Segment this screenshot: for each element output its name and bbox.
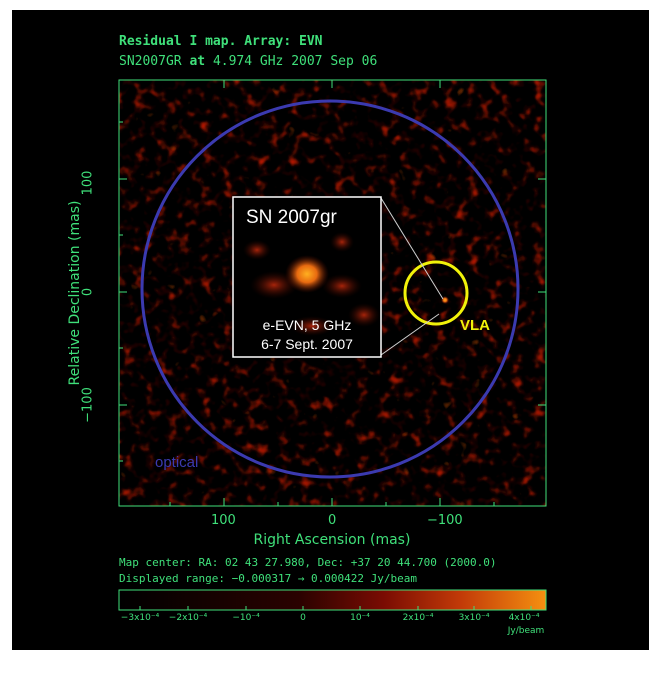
colorbar-tick-label: −2x10⁻⁴ bbox=[168, 613, 208, 623]
inset-source bbox=[285, 255, 329, 293]
inset-caption-line-1: e-EVN, 5 GHz bbox=[262, 317, 352, 333]
colorbar-tick-label: 4x10⁻⁴ bbox=[508, 613, 540, 623]
zoom-connector-bottom bbox=[380, 313, 440, 356]
y-axis-label: Relative Declination (mas) bbox=[67, 200, 83, 386]
map-center-text: Map center: RA: 02 43 27.980, Dec: +37 2… bbox=[119, 556, 497, 569]
x-tick-label: 0 bbox=[328, 513, 337, 528]
title-line-2: SN2007GR at 4.974 GHz 2007 Sep 06 bbox=[119, 54, 377, 69]
colorbar-tick-label: 10⁻⁴ bbox=[350, 613, 370, 623]
vla-label: VLA bbox=[460, 317, 490, 334]
colorbar-tick-label: 2x10⁻⁴ bbox=[402, 613, 434, 623]
title-at: at bbox=[189, 54, 206, 69]
displayed-range-text: Displayed range: −0.000317 → 0.000422 Jy… bbox=[119, 572, 418, 585]
title-line-1: Residual I map. Array: EVN bbox=[119, 34, 323, 49]
axis-ticks bbox=[119, 80, 546, 506]
inset-panel bbox=[232, 196, 382, 358]
title-source: SN2007GR bbox=[119, 54, 182, 69]
vla-circle bbox=[403, 260, 469, 326]
colorbar bbox=[118, 589, 547, 611]
zoom-connector-top bbox=[380, 197, 444, 300]
optical-label: optical bbox=[155, 454, 199, 471]
y-tick-label: 100 bbox=[80, 170, 96, 196]
x-tick-label: −100 bbox=[427, 513, 463, 528]
colorbar-tick-label: 0 bbox=[300, 613, 306, 623]
x-tick-label: 100 bbox=[211, 513, 236, 528]
colorbar-tick-label: −10⁻⁴ bbox=[232, 613, 260, 623]
map-plot bbox=[118, 79, 547, 611]
vla-source-spot bbox=[441, 296, 449, 304]
inset-title: SN 2007gr bbox=[246, 207, 337, 228]
colorbar-units: Jy/beam bbox=[507, 626, 545, 636]
title-frequency-date: 4.974 GHz 2007 Sep 06 bbox=[212, 54, 378, 69]
optical-circle bbox=[140, 99, 520, 479]
colorbar-ticks bbox=[139, 606, 532, 610]
x-axis-label: Right Ascension (mas) bbox=[253, 532, 411, 548]
figure-frame: Residual I map. Array: EVN SN2007GR at 4… bbox=[12, 10, 649, 650]
inset-caption-line-2: 6-7 Sept. 2007 bbox=[261, 336, 353, 352]
y-tick-label: −100 bbox=[80, 387, 96, 423]
colorbar-tick-label: −3x10⁻⁴ bbox=[120, 613, 160, 623]
colorbar-tick-label: 3x10⁻⁴ bbox=[458, 613, 490, 623]
